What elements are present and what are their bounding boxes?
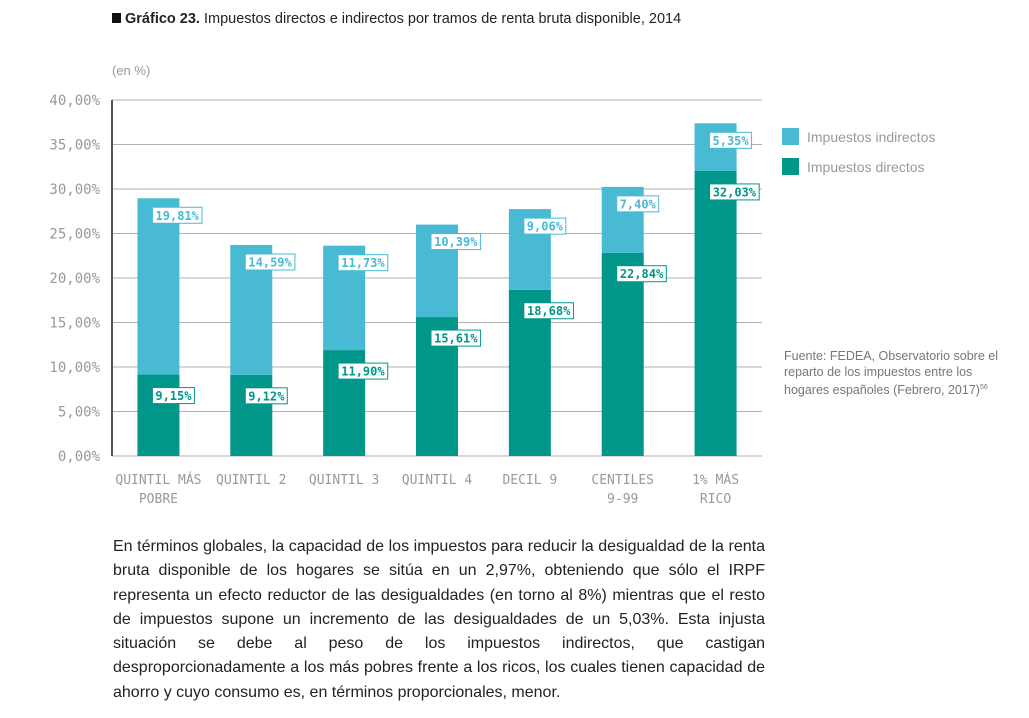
x-tick-label: POBRE xyxy=(139,492,178,507)
data-label-box xyxy=(244,387,288,405)
data-label: 11,90% xyxy=(341,365,385,379)
data-label-box xyxy=(523,217,567,235)
data-label: 18,68% xyxy=(527,304,571,318)
source-note: Fuente: FEDEA, Observatorio sobre el rep… xyxy=(784,349,998,398)
data-label-box xyxy=(151,387,195,405)
data-label-box xyxy=(151,206,203,224)
data-label: 7,40% xyxy=(620,197,657,211)
data-label-box xyxy=(709,183,760,201)
y-tick-label: 10,00% xyxy=(49,360,100,376)
unit-label: (en %) xyxy=(112,63,151,78)
data-label: 19,81% xyxy=(156,209,200,223)
data-label-box xyxy=(523,302,574,320)
bar-segment xyxy=(230,374,273,456)
body-paragraph: En términos globales, la capacidad de lo… xyxy=(113,538,765,701)
y-tick-label: 30,00% xyxy=(49,182,100,198)
x-tick-label: QUINTIL MÁS xyxy=(115,472,201,488)
data-label-box xyxy=(430,329,482,347)
x-tick-label: DECIL 9 xyxy=(502,473,557,488)
title-square-icon xyxy=(112,13,121,23)
bar-chart: 0,00% 5,00% 10,00% 15,00% 20,00% 25,00% 30,00%… xyxy=(49,93,762,507)
bar-segment xyxy=(137,198,180,375)
data-label-box xyxy=(616,265,667,283)
bar-segment xyxy=(137,374,180,456)
data-label-box xyxy=(430,233,482,251)
chart-title: Gráfico 23. Impuestos directos e indirec… xyxy=(112,11,681,27)
data-label: 9,12% xyxy=(248,389,285,403)
data-label: 14,59% xyxy=(248,255,292,269)
x-tick-label: CENTILES xyxy=(591,473,654,488)
data-label: 10,39% xyxy=(434,235,478,249)
data-label: 15,61% xyxy=(434,332,478,346)
data-label: 9,15% xyxy=(155,389,192,403)
bar-segment xyxy=(601,252,644,456)
data-label-box xyxy=(616,195,660,213)
y-tick-label: 5,00% xyxy=(58,405,101,421)
x-tick-label: 1% MÁS xyxy=(692,472,739,488)
data-label: 32,03% xyxy=(713,185,757,199)
data-label-box xyxy=(709,131,753,149)
legend-item-direct: Impuestos directos xyxy=(782,158,925,175)
x-tick-label: 9-99 xyxy=(607,492,638,507)
data-label: 22,84% xyxy=(620,267,664,281)
data-label-box xyxy=(337,254,389,272)
x-tick-label: QUINTIL 2 xyxy=(216,473,286,488)
y-tick-label: 35,00% xyxy=(49,138,100,154)
legend-swatch xyxy=(782,158,799,175)
data-label: 9,06% xyxy=(527,220,564,234)
y-tick-label: 25,00% xyxy=(49,227,100,243)
x-tick-label: QUINTIL 3 xyxy=(309,473,379,488)
data-label-box xyxy=(337,362,389,380)
data-label-box xyxy=(244,253,296,271)
legend-swatch xyxy=(782,128,799,145)
x-tick-label: QUINTIL 4 xyxy=(402,473,473,488)
y-tick-label: 0,00% xyxy=(58,449,101,465)
y-tick-label: 15,00% xyxy=(49,316,100,332)
data-label: 11,73% xyxy=(341,256,385,270)
y-tick-label: 40,00% xyxy=(49,93,100,109)
y-tick-label: 20,00% xyxy=(49,271,100,287)
legend-item-indirect: Impuestos indirectos xyxy=(782,128,935,145)
x-tick-label: RICO xyxy=(700,492,731,507)
data-label: 5,35% xyxy=(713,134,750,148)
bar-segment xyxy=(694,170,737,457)
